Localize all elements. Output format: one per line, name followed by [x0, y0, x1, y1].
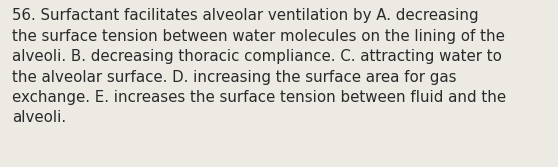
Text: 56. Surfactant facilitates alveolar ventilation by A. decreasing
the surface ten: 56. Surfactant facilitates alveolar vent…	[12, 8, 507, 125]
